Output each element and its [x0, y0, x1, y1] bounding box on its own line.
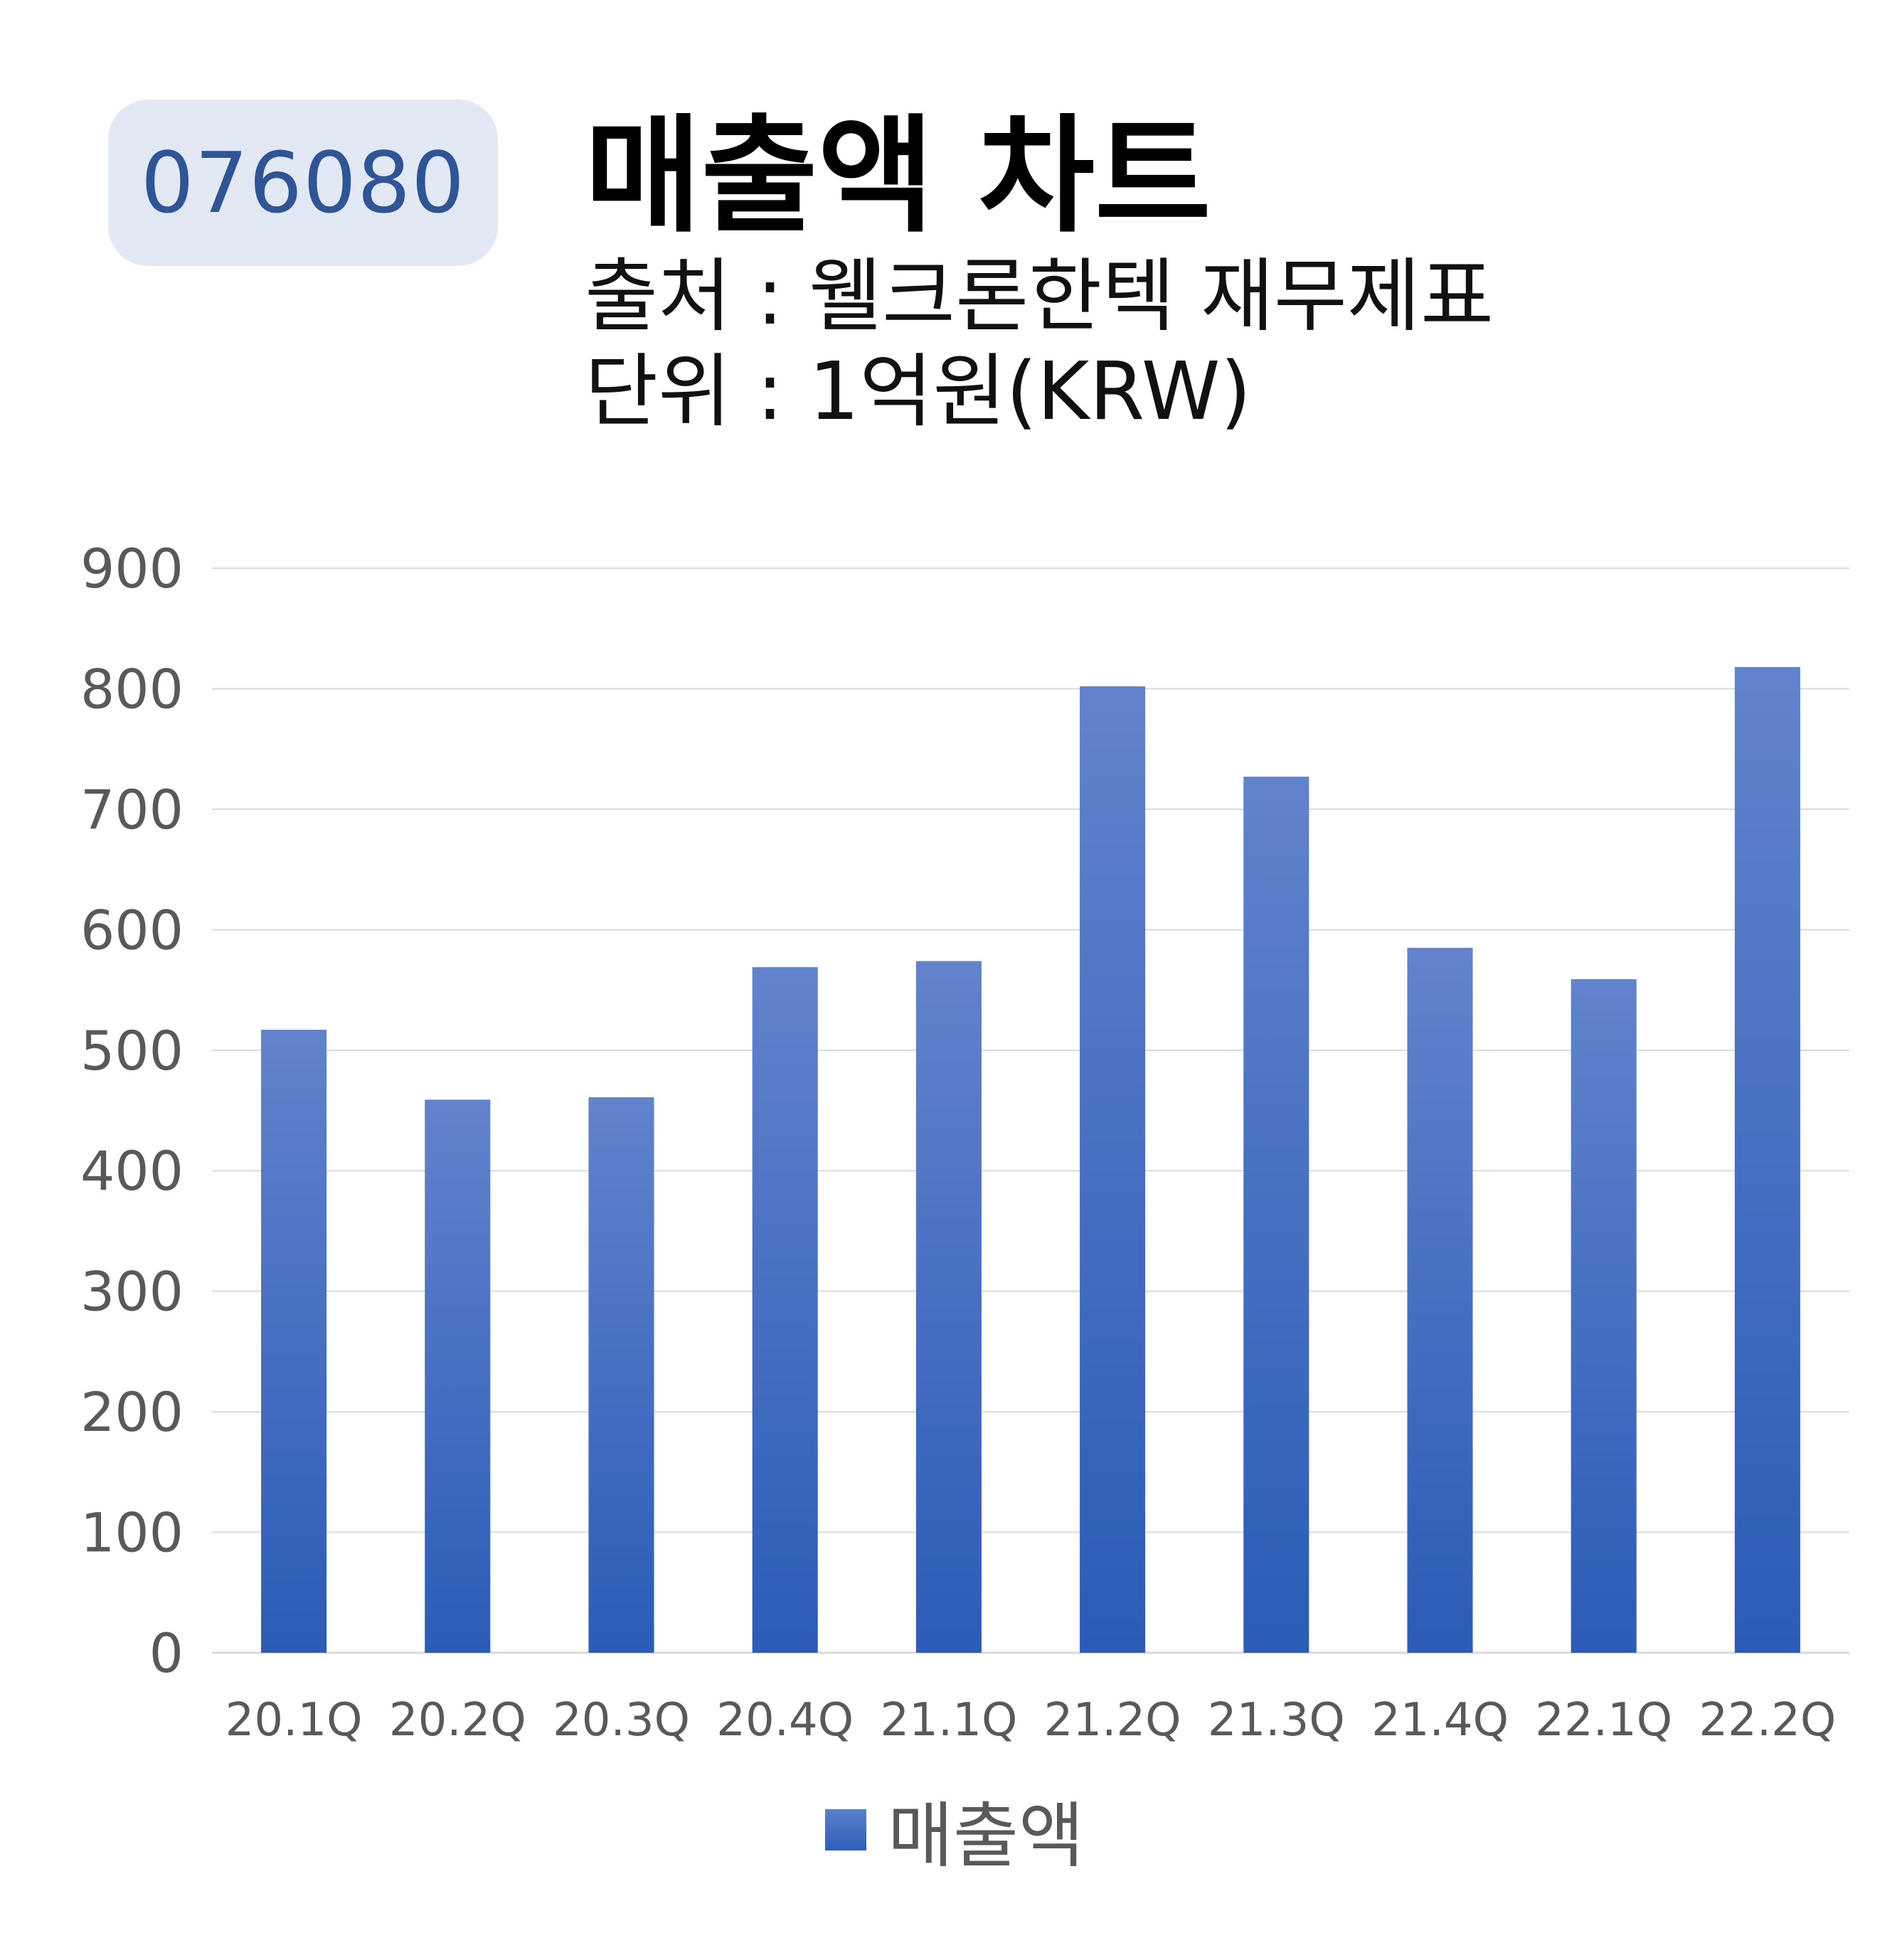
legend: 매출액 — [825, 1778, 1084, 1881]
y-tick-label: 800 — [80, 657, 184, 720]
legend-swatch — [825, 1809, 866, 1850]
bar-20.4Q — [752, 966, 818, 1653]
x-tick-label: 20.1Q — [225, 1694, 363, 1747]
bar-20.3Q — [588, 1097, 654, 1653]
bar-20.2Q — [425, 1099, 491, 1653]
unit-text: 단위 : 1억원(KRW) — [585, 346, 1252, 438]
y-tick-label: 200 — [80, 1380, 184, 1444]
legend-label: 매출액 — [888, 1794, 1084, 1878]
bar-21.3Q — [1243, 777, 1309, 1653]
x-tick-label: 21.4Q — [1371, 1694, 1509, 1747]
bar-21.4Q — [1407, 947, 1473, 1653]
x-tick-label: 21.2Q — [1044, 1694, 1181, 1747]
bars — [261, 666, 1800, 1653]
source-text: 출처 : 웰크론한텍 재무제표 — [585, 250, 1494, 343]
x-tick-label: 22.1Q — [1535, 1694, 1672, 1747]
y-tick-label: 100 — [80, 1501, 184, 1565]
bar-22.2Q — [1734, 666, 1800, 1653]
y-tick-label: 500 — [80, 1019, 184, 1082]
y-tick-label: 400 — [80, 1139, 184, 1203]
bar-22.1Q — [1571, 979, 1637, 1653]
x-tick-label: 21.3Q — [1208, 1694, 1345, 1747]
y-tick-label: 700 — [80, 778, 184, 841]
y-tick-label: 0 — [149, 1621, 184, 1685]
x-axis-ticks: 20.1Q 20.2Q 20.3Q 20.4Q 21.1Q 21.2Q 21.3Q 21.4Q… — [225, 1694, 1837, 1747]
stock-code-badge: 076080 — [108, 100, 498, 266]
y-tick-label: 900 — [80, 537, 184, 600]
y-tick-label: 600 — [80, 898, 184, 962]
x-tick-label: 21.1Q — [880, 1694, 1017, 1747]
x-tick-label: 20.2Q — [389, 1694, 526, 1747]
x-tick-label: 22.2Q — [1699, 1694, 1836, 1747]
x-tick-label: 20.3Q — [553, 1694, 690, 1747]
y-tick-label: 300 — [80, 1260, 184, 1323]
y-axis-ticks: 0 100 200 300 400 500 600 700 800 900 — [80, 537, 184, 1685]
bar-21.2Q — [1080, 686, 1146, 1653]
bar-21.1Q — [915, 961, 982, 1653]
x-tick-label: 20.4Q — [716, 1694, 854, 1747]
bar-20.1Q — [261, 1029, 327, 1653]
page-title: 매출액 차트 — [585, 102, 1211, 250]
